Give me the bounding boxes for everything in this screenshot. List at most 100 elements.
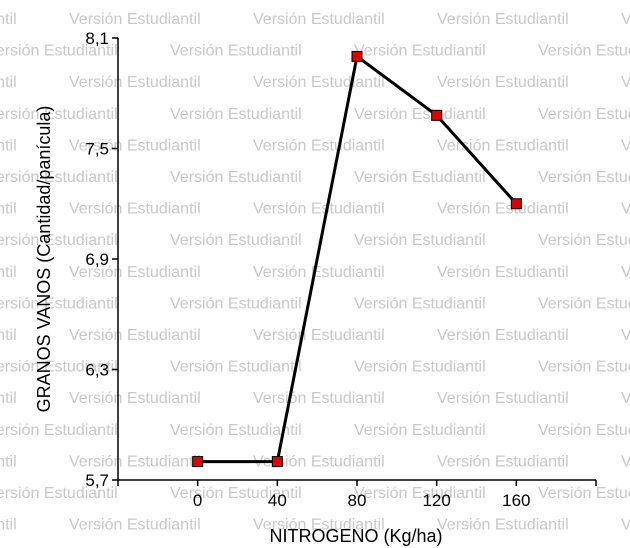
y-axis-title: GRANOS VANOS (Cantidad/panícula) [34,106,54,413]
y-tick-label: 5,7 [85,471,109,490]
watermark-text: Versión Estudiantil [354,485,486,502]
watermark-text: Versión Estudiantil [538,295,630,312]
watermark-layer: Versión Estudiantil Versión Estudiantil Ve… [0,11,630,534]
watermark-text: Versión Estudiantil [253,327,385,344]
watermark-text: Versión Estudiantil [0,201,17,218]
watermark-text: Versión Estudiantil [538,359,630,376]
watermark-text: Versión Estudiantil [0,232,118,249]
watermark-text: Versión Estudiantil [354,43,486,60]
data-point-marker [271,456,283,468]
y-ticks: 5,7 6,3 6,9 7,5 8,1 [85,29,118,490]
watermark-text: Versión Estudiantil [437,453,569,470]
watermark-text: Versión Estudiantil [69,264,201,281]
watermark-text: Versión Estudiantil [621,11,630,28]
watermark-text: Versión Estudiantil [437,201,569,218]
watermark-text: Versión Estudiantil [253,517,385,534]
series-layer [192,50,522,468]
watermark-text: Versión Estudiantil [0,422,118,439]
watermark-text: Versión Estudiantil [0,169,118,186]
watermark-text: Versión Estudiantil [437,327,569,344]
x-tick-label: 40 [268,491,287,510]
watermark-text: Versión Estudiantil [538,232,630,249]
watermark-text: Versión Estudiantil [354,169,486,186]
watermark-text: Versión Estudiantil [0,517,17,534]
watermark-text: Versión Estudiantil [621,264,630,281]
watermark-text: Versión Estudiantil [0,295,118,312]
watermark-text: Versión Estudiantil [354,422,486,439]
watermark-text: Versión Estudiantil [170,485,302,502]
watermark-text: Versión Estudiantil [538,106,630,123]
watermark-text: Versión Estudiantil [0,327,17,344]
data-point-marker [351,50,363,62]
watermark-text: Versión Estudiantil [621,201,630,218]
watermark-text: Versión Estudiantil [0,485,118,502]
watermark-text: Versión Estudiantil [0,74,17,91]
watermark-text: Versión Estudiantil [437,137,569,154]
x-tick-label: 120 [422,491,450,510]
watermark-text: Versión Estudiantil [253,74,385,91]
watermark-text: Versión Estudiantil [0,11,17,28]
watermark-text: Versión Estudiantil [170,232,302,249]
x-tick-label: 160 [502,491,530,510]
watermark-text: Versión Estudiantil [253,11,385,28]
watermark-text: Versión Estudiantil [69,390,201,407]
watermark-text: Versión Estudiantil [354,359,486,376]
watermark-text: Versión Estudiantil [69,453,201,470]
x-tick-label: 0 [193,491,202,510]
watermark-text: Versión Estudiantil [437,264,569,281]
data-point-marker [510,198,522,210]
watermark-text: Versión Estudiantil [538,43,630,60]
y-tick-label: 7,5 [85,140,109,159]
watermark-text: Versión Estudiantil [437,74,569,91]
data-point-marker [192,456,204,468]
watermark-text: Versión Estudiantil [69,137,201,154]
watermark-text: Versión Estudiantil [170,422,302,439]
y-tick-label: 6,3 [85,361,109,380]
axes: 5,7 6,3 6,9 7,5 8,1 0 40 80 120 160 [85,29,597,510]
watermark-text: Versión Estudiantil [69,201,201,218]
watermark-text: Versión Estudiantil [621,327,630,344]
watermark-text: Versión Estudiantil [0,359,118,376]
x-tick-label: 80 [348,491,367,510]
x-axis-title: NITROGENO (Kg/ha) [269,526,442,546]
watermark-text: Versión Estudiantil [621,517,630,534]
watermark-text: Versión Estudiantil [69,74,201,91]
watermark-text: Versión Estudiantil [354,295,486,312]
watermark-text: Versión Estudiantil [621,453,630,470]
watermark-text: Versión Estudiantil [69,517,201,534]
y-tick-label: 8,1 [85,29,109,48]
watermark-text: Versión Estudiantil [437,11,569,28]
watermark-text: Versión Estudiantil [354,232,486,249]
watermark-text: Versión Estudiantil [0,390,17,407]
watermark-text: Versión Estudiantil [0,137,17,154]
watermark-text: Versión Estudiantil [170,295,302,312]
watermark-text: Versión Estudiantil [69,327,201,344]
watermark-text: Versión Estudiantil [0,453,17,470]
watermark-text: Versión Estudiantil [170,43,302,60]
watermark-text: Versión Estudiantil [69,11,201,28]
watermark-text: Versión Estudiantil [538,169,630,186]
watermark-text: Versión Estudiantil [538,485,630,502]
watermark-text: Versión Estudiantil [437,517,569,534]
watermark-text: Versión Estudiantil [621,137,630,154]
watermark-text: Versión Estudiantil [0,106,118,123]
x-ticks: 0 40 80 120 160 [117,480,597,510]
watermark-text: Versión Estudiantil [538,422,630,439]
watermark-text: Versión Estudiantil [253,137,385,154]
watermark-text: Versión Estudiantil [437,390,569,407]
watermark-text: Versión Estudiantil [253,264,385,281]
watermark-text: Versión Estudiantil [253,453,385,470]
watermark-text: Versión Estudiantil [253,201,385,218]
watermark-text: Versión Estudiantil [170,359,302,376]
watermark-text: Versión Estudiantil [621,74,630,91]
watermark-text: Versión Estudiantil [0,43,118,60]
watermark-text: Versión Estudiantil [170,106,302,123]
watermark-text: Versión Estudiantil [253,390,385,407]
watermark-text: Versión Estudiantil [170,169,302,186]
watermark-text: Versión Estudiantil [354,106,486,123]
y-tick-label: 6,9 [85,250,109,269]
data-point-marker [431,109,443,121]
watermark-text: Versión Estudiantil [0,264,17,281]
watermark-text: Versión Estudiantil [621,390,630,407]
